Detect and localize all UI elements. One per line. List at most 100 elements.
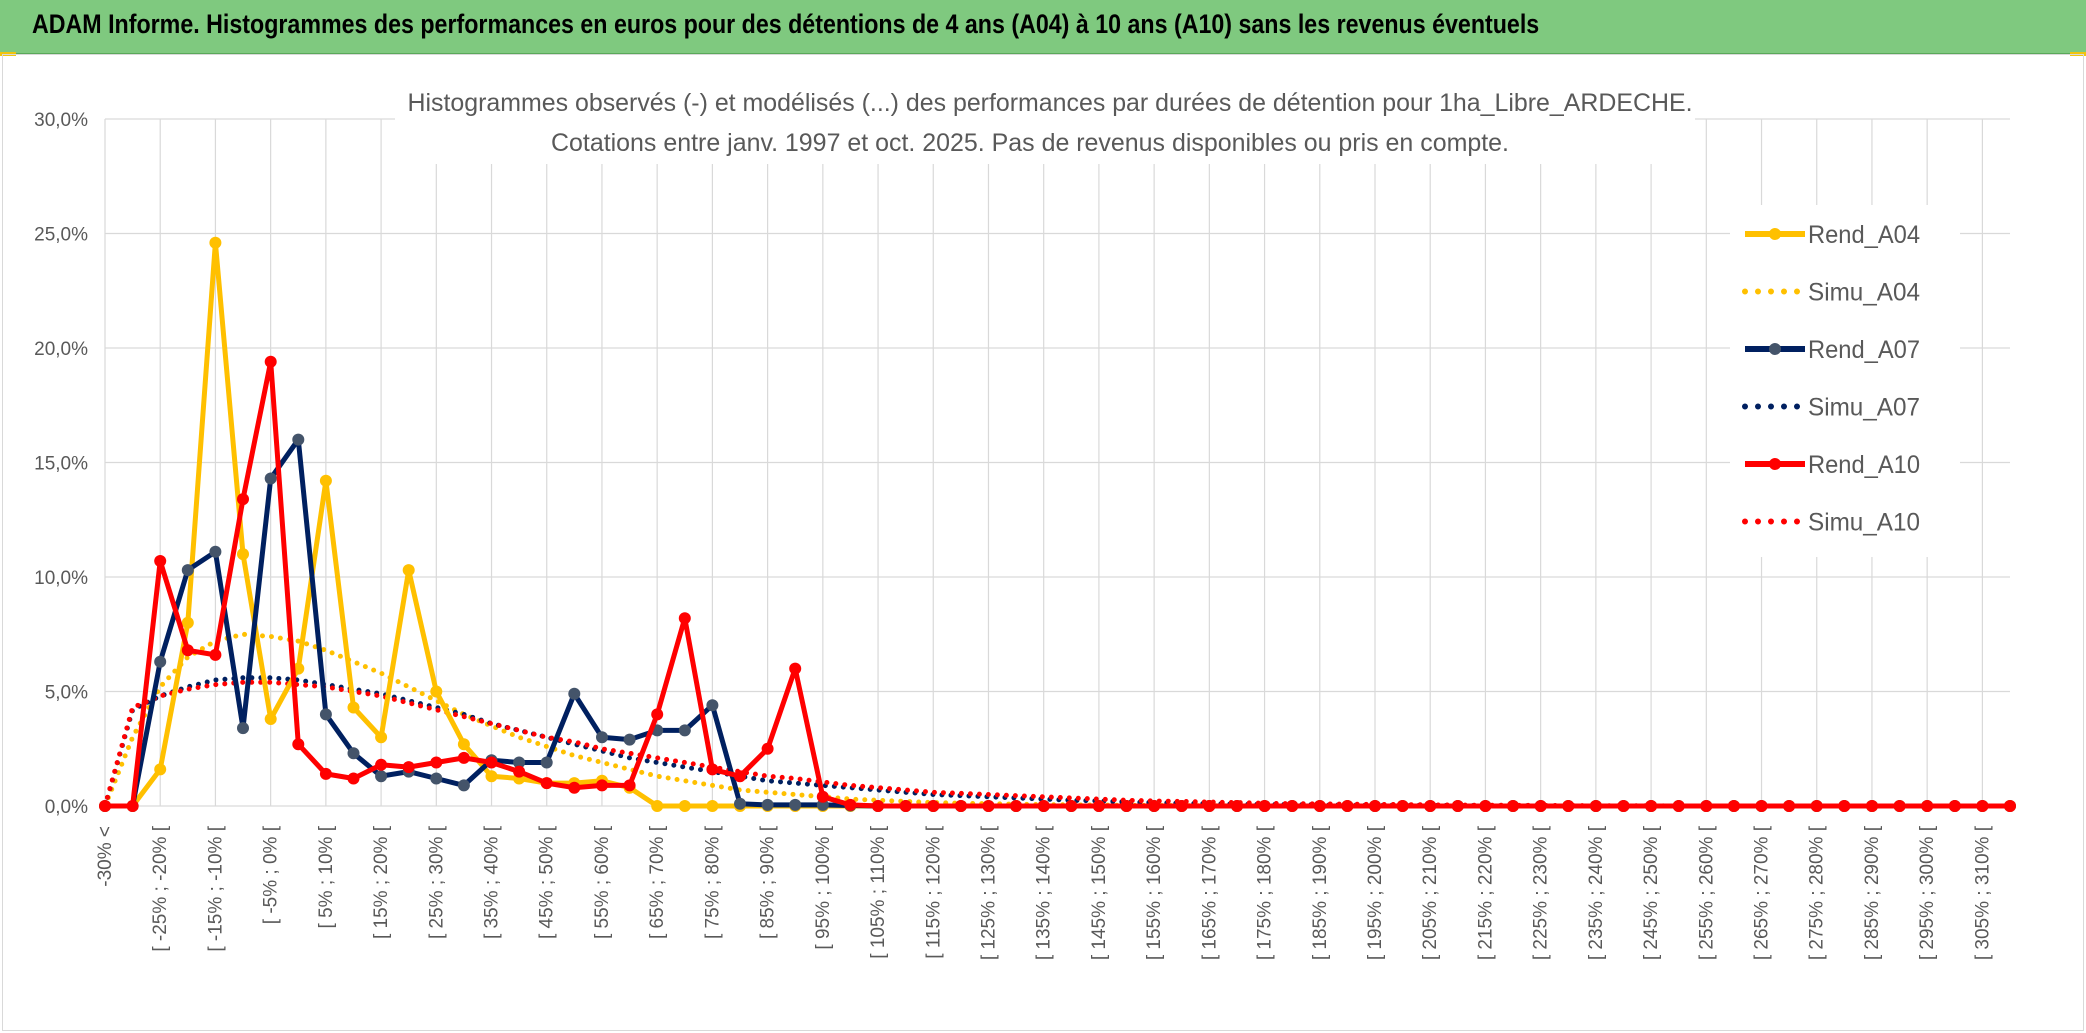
data-point <box>1727 800 1740 812</box>
data-point <box>844 798 857 811</box>
data-point <box>982 800 995 812</box>
x-tick-label: [ 255% ; 260% [ <box>1696 825 1717 960</box>
data-point <box>513 756 526 769</box>
data-point <box>678 612 691 625</box>
data-point <box>375 758 388 771</box>
data-point <box>1921 800 1934 812</box>
data-point <box>1507 800 1519 812</box>
data-point <box>954 800 967 812</box>
y-tick-label: 5,0% <box>45 683 88 704</box>
data-point <box>264 355 277 368</box>
x-tick-label: [ 5% ; 10% [ <box>316 825 337 928</box>
data-point <box>596 731 608 744</box>
x-tick-label: [ 265% ; 270% [ <box>1752 825 1773 960</box>
y-tick-label: 30,0% <box>34 110 88 131</box>
x-tick-label: [ 55% ; 60% [ <box>592 825 613 939</box>
data-point <box>430 756 443 769</box>
data-point <box>1948 800 1961 812</box>
chart-frame <box>2 54 2084 1031</box>
data-point <box>181 564 194 577</box>
data-point <box>1755 800 1768 812</box>
data-point <box>375 770 388 783</box>
chart-subtitle: Cotations entre janv. 1997 et oct. 2025.… <box>551 129 1509 157</box>
data-point <box>154 555 167 567</box>
data-point <box>706 699 719 712</box>
data-point <box>761 798 774 811</box>
data-point <box>375 731 388 744</box>
data-point <box>209 648 222 661</box>
x-tick-label: [ 75% ; 80% [ <box>702 825 723 939</box>
data-point <box>651 708 664 721</box>
legend-marker <box>1769 458 1781 470</box>
data-point <box>540 777 553 790</box>
legend-label: Simu_A04 <box>1808 279 1920 307</box>
data-point <box>1783 800 1796 812</box>
data-point <box>1479 800 1492 812</box>
data-point <box>292 433 305 446</box>
data-point <box>319 708 332 721</box>
data-point <box>292 738 305 751</box>
x-tick-label: [ 305% ; 310% [ <box>1972 825 1993 960</box>
data-point <box>623 733 636 746</box>
data-point <box>1893 800 1906 812</box>
legend-label: Simu_A07 <box>1808 394 1920 422</box>
data-point <box>1065 800 1078 812</box>
data-point <box>1286 800 1299 812</box>
data-point <box>1534 800 1547 812</box>
data-point <box>154 655 167 668</box>
data-point <box>899 800 912 812</box>
x-tick-label: [ 195% ; 200% [ <box>1365 825 1386 960</box>
series-line-Rend_A04 <box>105 240 2010 809</box>
data-point <box>678 724 691 737</box>
data-point <box>872 800 884 812</box>
x-tick-label: -30% < <box>95 826 116 887</box>
data-point <box>319 474 332 487</box>
data-point <box>706 800 719 812</box>
data-point <box>457 779 470 792</box>
x-tick-label: [ 45% ; 50% [ <box>537 825 558 939</box>
x-tick-label: [ 185% ; 190% [ <box>1310 825 1331 960</box>
data-point <box>1672 800 1685 812</box>
y-tick-label: 0,0% <box>45 797 88 818</box>
data-point <box>1562 800 1575 812</box>
data-point <box>1866 800 1878 812</box>
data-point <box>1120 800 1133 812</box>
legend-background <box>1730 205 1960 557</box>
x-tick-label: [ 165% ; 170% [ <box>1199 825 1220 960</box>
data-point <box>264 713 277 725</box>
y-tick-label: 15,0% <box>34 454 88 475</box>
data-point <box>623 779 636 792</box>
legend-label: Rend_A04 <box>1808 221 1920 249</box>
data-point <box>347 772 360 785</box>
data-point <box>485 770 498 783</box>
data-point <box>237 548 249 561</box>
legend-marker <box>1769 228 1781 240</box>
x-tick-label: [ 115% ; 120% [ <box>923 825 944 958</box>
data-point <box>1396 800 1409 812</box>
x-tick-label: [ 105% ; 110% [ <box>868 825 889 958</box>
data-point <box>734 797 746 810</box>
data-point <box>209 545 222 558</box>
data-point <box>734 770 746 783</box>
data-point <box>513 765 526 778</box>
data-point <box>430 772 443 785</box>
legend-label: Simu_A10 <box>1808 509 1920 537</box>
legend-marker <box>1769 343 1781 355</box>
x-tick-label: [ 85% ; 90% [ <box>758 825 779 939</box>
data-point <box>2004 800 2016 812</box>
data-point <box>706 763 719 776</box>
y-tick-label: 25,0% <box>34 225 88 246</box>
series-line-Rend_A10 <box>105 359 2010 809</box>
data-point <box>181 644 194 657</box>
data-point <box>1175 800 1188 812</box>
x-tick-label: [ 95% ; 100% [ <box>813 825 834 949</box>
x-tick-label: [ 275% ; 280% [ <box>1807 825 1828 960</box>
data-point <box>347 747 360 760</box>
series-line-Simu_A10 <box>102 679 2013 809</box>
chart-title: Histogrammes observés (-) et modélisés (… <box>408 89 1693 117</box>
chart-title-background <box>395 78 1695 164</box>
data-point <box>568 687 581 700</box>
data-point <box>1645 800 1658 812</box>
data-point <box>402 564 415 577</box>
data-point <box>457 738 470 751</box>
